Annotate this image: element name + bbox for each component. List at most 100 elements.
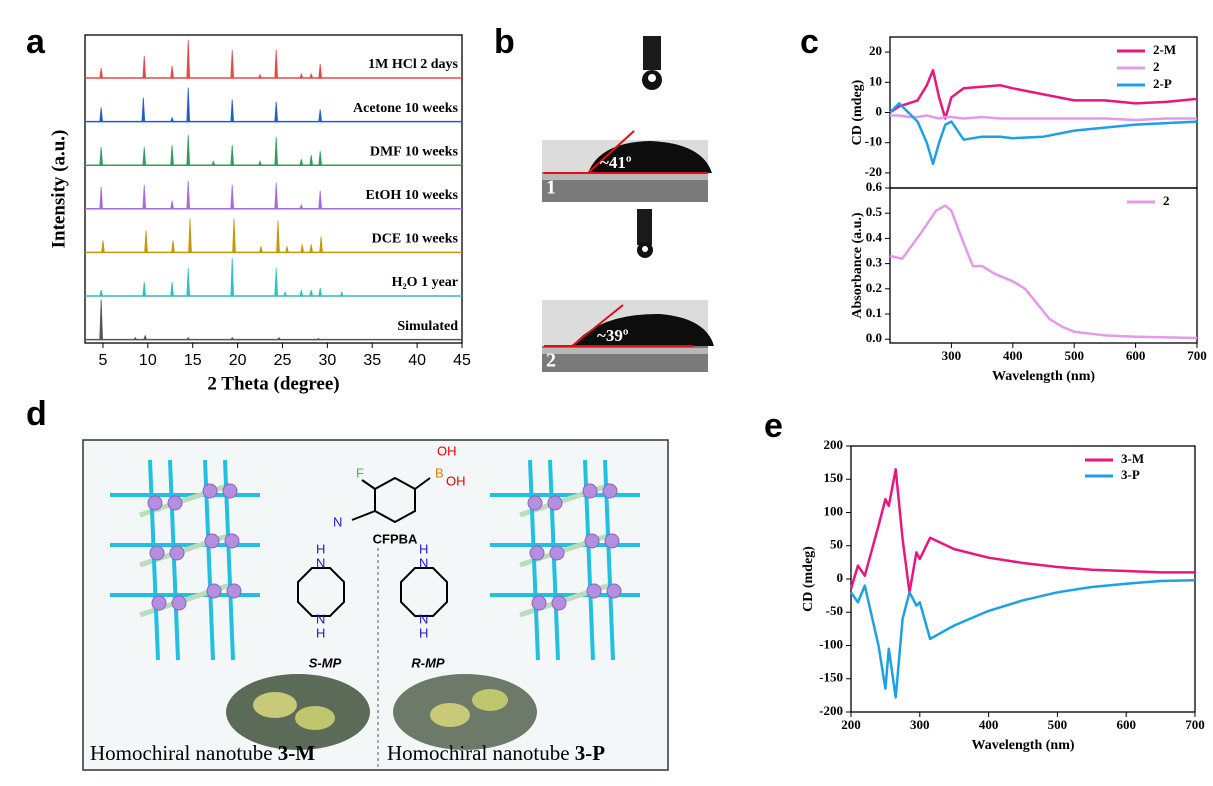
node [547, 495, 563, 511]
y-tick-label: -150 [819, 670, 843, 685]
legend-label: 2-M [1153, 42, 1176, 57]
node [606, 583, 622, 599]
atom: F [356, 465, 364, 480]
peak [186, 336, 191, 340]
series-label: Acetone 10 weeks [353, 101, 459, 116]
peak [99, 107, 103, 122]
peak [299, 289, 304, 297]
peak [142, 184, 147, 210]
atom: N [419, 611, 428, 626]
y-axis-label: Intensity (a.u.) [48, 130, 69, 249]
x-tick-label: 500 [1048, 717, 1068, 732]
caption: Homochiral nanotube 3-P [387, 741, 605, 765]
node [582, 483, 598, 499]
node [149, 545, 165, 561]
peak [274, 267, 279, 297]
node [167, 495, 183, 511]
peak [101, 240, 105, 253]
peak [142, 55, 147, 79]
peak [309, 244, 314, 253]
y-tick-label: -10 [865, 134, 882, 149]
scheme: B F OH OH N CFPBA H N N H H N N H S-MP R… [82, 439, 669, 771]
peak [133, 336, 138, 340]
peak [276, 336, 282, 340]
x-tick-label: 400 [979, 717, 999, 732]
peak [99, 147, 103, 166]
drop [588, 141, 712, 173]
y-tick-label: 0.6 [866, 179, 883, 194]
y-tick-label: 200 [824, 437, 844, 452]
x-tick-label: 45 [453, 352, 471, 369]
x-tick-label: 30 [318, 352, 336, 369]
peak [299, 72, 304, 79]
x-tick-label: 40 [408, 352, 426, 369]
peak [170, 200, 174, 210]
x-tick-label: 600 [1116, 717, 1136, 732]
peak [143, 334, 148, 340]
peak [99, 67, 104, 79]
legend-label: 2 [1153, 59, 1160, 74]
peak [283, 290, 288, 297]
crystal [430, 703, 470, 727]
rod [168, 459, 180, 661]
peak [99, 299, 103, 340]
contact-angle-photos: ~41º 1 ~39º 2 [542, 36, 714, 372]
highlight [642, 246, 648, 252]
peak [258, 159, 262, 166]
node [604, 533, 620, 549]
series-label: DCE 10 weeks [372, 232, 459, 247]
peak [141, 97, 146, 122]
node [171, 595, 187, 611]
peak [230, 99, 235, 122]
y-tick-label: 0.4 [866, 229, 883, 244]
peak [211, 159, 216, 166]
peak [230, 49, 235, 79]
y-axis-label: CD (mdeg) [801, 546, 816, 612]
molecule-name: CFPBA [373, 531, 418, 546]
node [226, 583, 242, 599]
plot-frame [889, 187, 1198, 344]
atom: H [419, 541, 428, 556]
y-tick-label: 0 [837, 570, 844, 585]
peak [309, 72, 314, 79]
atom: N [316, 611, 325, 626]
x-tick-label: 15 [184, 352, 202, 369]
bond [361, 479, 376, 490]
peak [99, 289, 104, 297]
caption: Homochiral nanotube 3-M [90, 741, 315, 765]
drop [572, 313, 714, 346]
series-label: H₂O 1 year [392, 275, 458, 290]
node [206, 583, 222, 599]
series-line [890, 114, 1197, 122]
legend-label: 3-M [1121, 451, 1144, 466]
peak [230, 145, 235, 166]
peak [230, 257, 235, 297]
node [204, 533, 220, 549]
node [551, 595, 567, 611]
caption-id: 3-M [278, 741, 315, 765]
peak [299, 159, 304, 166]
y-tick-label: 0.3 [866, 255, 883, 270]
peak [230, 184, 235, 210]
peak [309, 155, 314, 166]
legend-label: 2-P [1153, 76, 1172, 91]
peak [186, 135, 191, 166]
x-tick-label: 300 [942, 348, 962, 363]
node [602, 483, 618, 499]
peak [319, 236, 323, 253]
atom: N [316, 555, 325, 570]
series-label: 1M HCl 2 days [368, 57, 458, 72]
peak [186, 39, 191, 79]
angle-label: ~41º [600, 153, 632, 172]
y-tick-label: 0.1 [866, 305, 882, 320]
needle [637, 209, 652, 245]
x-tick-label: 10 [139, 352, 157, 369]
series-line [889, 68, 1198, 120]
peak [170, 145, 174, 166]
atom: OH [446, 473, 466, 488]
node [586, 583, 602, 599]
x-tick-label: 700 [1185, 717, 1205, 732]
plot-frame [84, 34, 463, 344]
rod [548, 459, 560, 661]
x-axis-label: Wavelength (nm) [971, 738, 1074, 753]
